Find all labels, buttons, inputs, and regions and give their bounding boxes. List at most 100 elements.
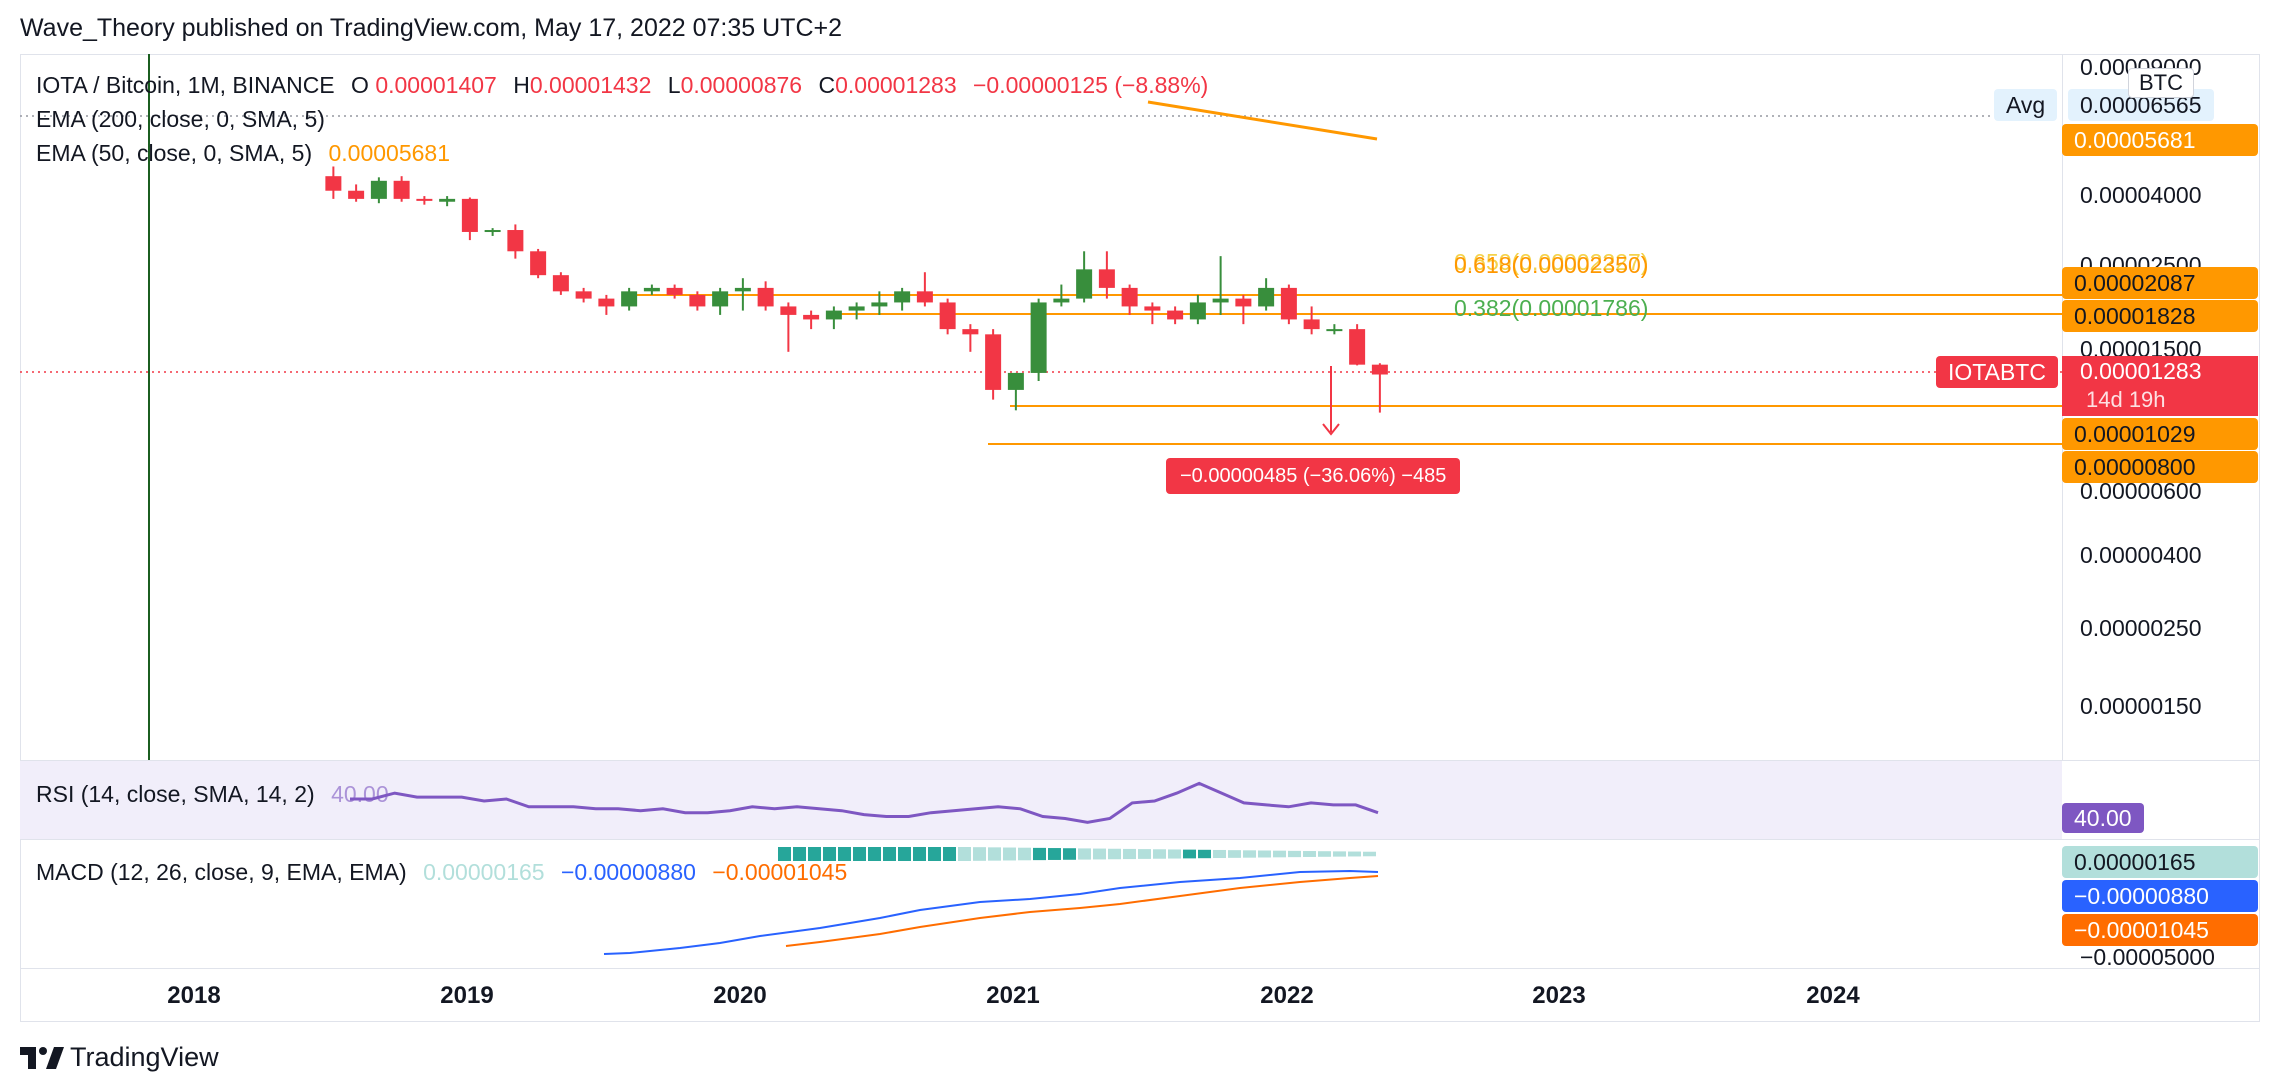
- macd-hist-bar: [958, 847, 971, 861]
- candle-body: [689, 294, 706, 307]
- candle-body: [894, 291, 911, 303]
- candle-body: [461, 198, 478, 232]
- legend-ema50: EMA (50, close, 0, SMA, 5): [36, 140, 313, 166]
- candle-body: [985, 334, 1002, 390]
- candle-body: [734, 287, 751, 292]
- time-axis[interactable]: [20, 968, 2260, 1023]
- legend-ema200[interactable]: EMA (200, close, 0, SMA, 5): [36, 106, 325, 132]
- candle-body: [1098, 269, 1115, 288]
- last-price-tag: 0.00001283 14d 19h: [2062, 356, 2258, 416]
- legend-high: H0.00001432: [513, 72, 652, 98]
- candle-body: [1326, 329, 1343, 332]
- candle-body: [712, 291, 729, 307]
- rsi-tag: 40.00: [2062, 803, 2144, 833]
- macd-chart: [603, 847, 1379, 955]
- candle-body: [1076, 269, 1093, 299]
- rsi-legend[interactable]: RSI (14, close, SMA, 14, 2) 40.00: [36, 781, 399, 808]
- currency-button[interactable]: BTC: [2128, 68, 2194, 98]
- fib-label-0618: 0.618(0.00002350): [1454, 252, 1649, 278]
- macd-hist-bar: [1333, 851, 1346, 857]
- candle-body: [1167, 310, 1184, 320]
- macd-hist-tag: 0.00000165: [2062, 846, 2258, 878]
- macd-hist-bar: [1018, 847, 1031, 861]
- legend-row-symbol: IOTA / Bitcoin, 1M, BINANCE O 0.00001407…: [36, 72, 1218, 99]
- macd-hist-bar: [1078, 848, 1091, 860]
- candle-body: [848, 306, 865, 311]
- candle-body: [1030, 302, 1047, 373]
- candle-body: [666, 287, 683, 295]
- axis-tick-5: 0.00000600: [2080, 478, 2202, 504]
- brand-name: TradingView: [70, 1042, 219, 1072]
- candle-body: [780, 306, 797, 315]
- candle-body: [825, 310, 842, 320]
- axis-tick-6: 0.00000400: [2080, 542, 2202, 568]
- macd-hist-bar: [1138, 849, 1151, 859]
- candle-body: [1258, 287, 1275, 307]
- tradingview-logo[interactable]: TradingView: [20, 1042, 219, 1073]
- candle-body: [1121, 287, 1138, 307]
- candle-body: [348, 190, 365, 199]
- candle-body: [598, 298, 615, 307]
- rsi-pane[interactable]: [20, 760, 2062, 840]
- legend-ema50-value: 0.00005681: [328, 140, 451, 166]
- avg-label: Avg: [1994, 89, 2058, 121]
- macd-line: [603, 869, 1379, 955]
- publication-header: Wave_Theory published on TradingView.com…: [20, 14, 842, 42]
- candle-body: [1280, 287, 1297, 320]
- macd-hist-bar: [883, 847, 896, 861]
- macd-hist-bar: [928, 847, 941, 861]
- ema50-tag: 0.00005681: [2062, 124, 2258, 156]
- candle-body: [939, 302, 956, 330]
- macd-hist-bar: [973, 847, 986, 861]
- rsi-axis-bg: [2062, 760, 2259, 840]
- macd-hist-bar: [808, 847, 821, 861]
- candle-body: [530, 251, 547, 276]
- candle-body: [1349, 329, 1366, 365]
- macd-hist-bar: [868, 847, 881, 861]
- macd-hist-bar: [1033, 847, 1046, 861]
- rsi-line: [350, 781, 1379, 824]
- macd-legend[interactable]: MACD (12, 26, close, 9, EMA, EMA) 0.0000…: [36, 859, 857, 886]
- macd-hist-bar: [1363, 851, 1376, 857]
- axis-tick-8: 0.00000150: [2080, 693, 2202, 719]
- candle-body: [621, 291, 638, 307]
- last-price-value: 0.00001283: [2080, 358, 2202, 384]
- candle-body: [803, 314, 820, 320]
- price-chart[interactable]: [20, 54, 2062, 760]
- macd-label: MACD (12, 26, close, 9, EMA, EMA): [36, 859, 407, 885]
- macd-hist-bar: [913, 847, 926, 861]
- macd-hist-bar: [823, 847, 836, 861]
- macd-hist-bar: [988, 847, 1001, 861]
- candle-body: [1303, 319, 1320, 330]
- legend-close: C0.00001283: [818, 72, 957, 98]
- macd-hist-bar: [898, 847, 911, 861]
- legend-row-ema50[interactable]: EMA (50, close, 0, SMA, 5) 0.00005681: [36, 140, 460, 167]
- rsi-label: RSI (14, close, SMA, 14, 2): [36, 781, 315, 807]
- candle-body: [370, 180, 387, 199]
- candle-body: [643, 287, 660, 292]
- macd-signal-line: [785, 875, 1379, 947]
- year-2020: 2020: [713, 982, 767, 1009]
- macd-hist-bar: [1153, 849, 1166, 859]
- macd-hist-bar: [1213, 849, 1226, 859]
- measure-label: −0.00000485 (−36.06%) −485: [1166, 458, 1461, 494]
- candle-body: [552, 275, 569, 292]
- macd-tag: −0.00000880: [2062, 880, 2258, 912]
- macd-hist-bar: [1183, 849, 1196, 859]
- year-2021: 2021: [986, 982, 1040, 1009]
- candle-body: [871, 302, 888, 307]
- macd-histogram: [778, 847, 1376, 861]
- candle-body: [1189, 302, 1206, 320]
- fib-label-0382: 0.382(0.00001786): [1454, 295, 1649, 321]
- macd-hist-bar: [838, 847, 851, 861]
- macd-hist-bar: [1243, 850, 1256, 858]
- macd-hist-value: 0.00000165: [423, 859, 545, 885]
- candle-body: [393, 180, 410, 199]
- candle-body: [575, 291, 592, 299]
- chart-frame: [20, 54, 2260, 1022]
- rsi-chart: [350, 781, 1379, 824]
- year-2018: 2018: [167, 982, 221, 1009]
- macd-hist-bar: [1168, 849, 1181, 859]
- macd-hist-bar: [1198, 849, 1211, 859]
- macd-hist-bar: [1303, 851, 1316, 857]
